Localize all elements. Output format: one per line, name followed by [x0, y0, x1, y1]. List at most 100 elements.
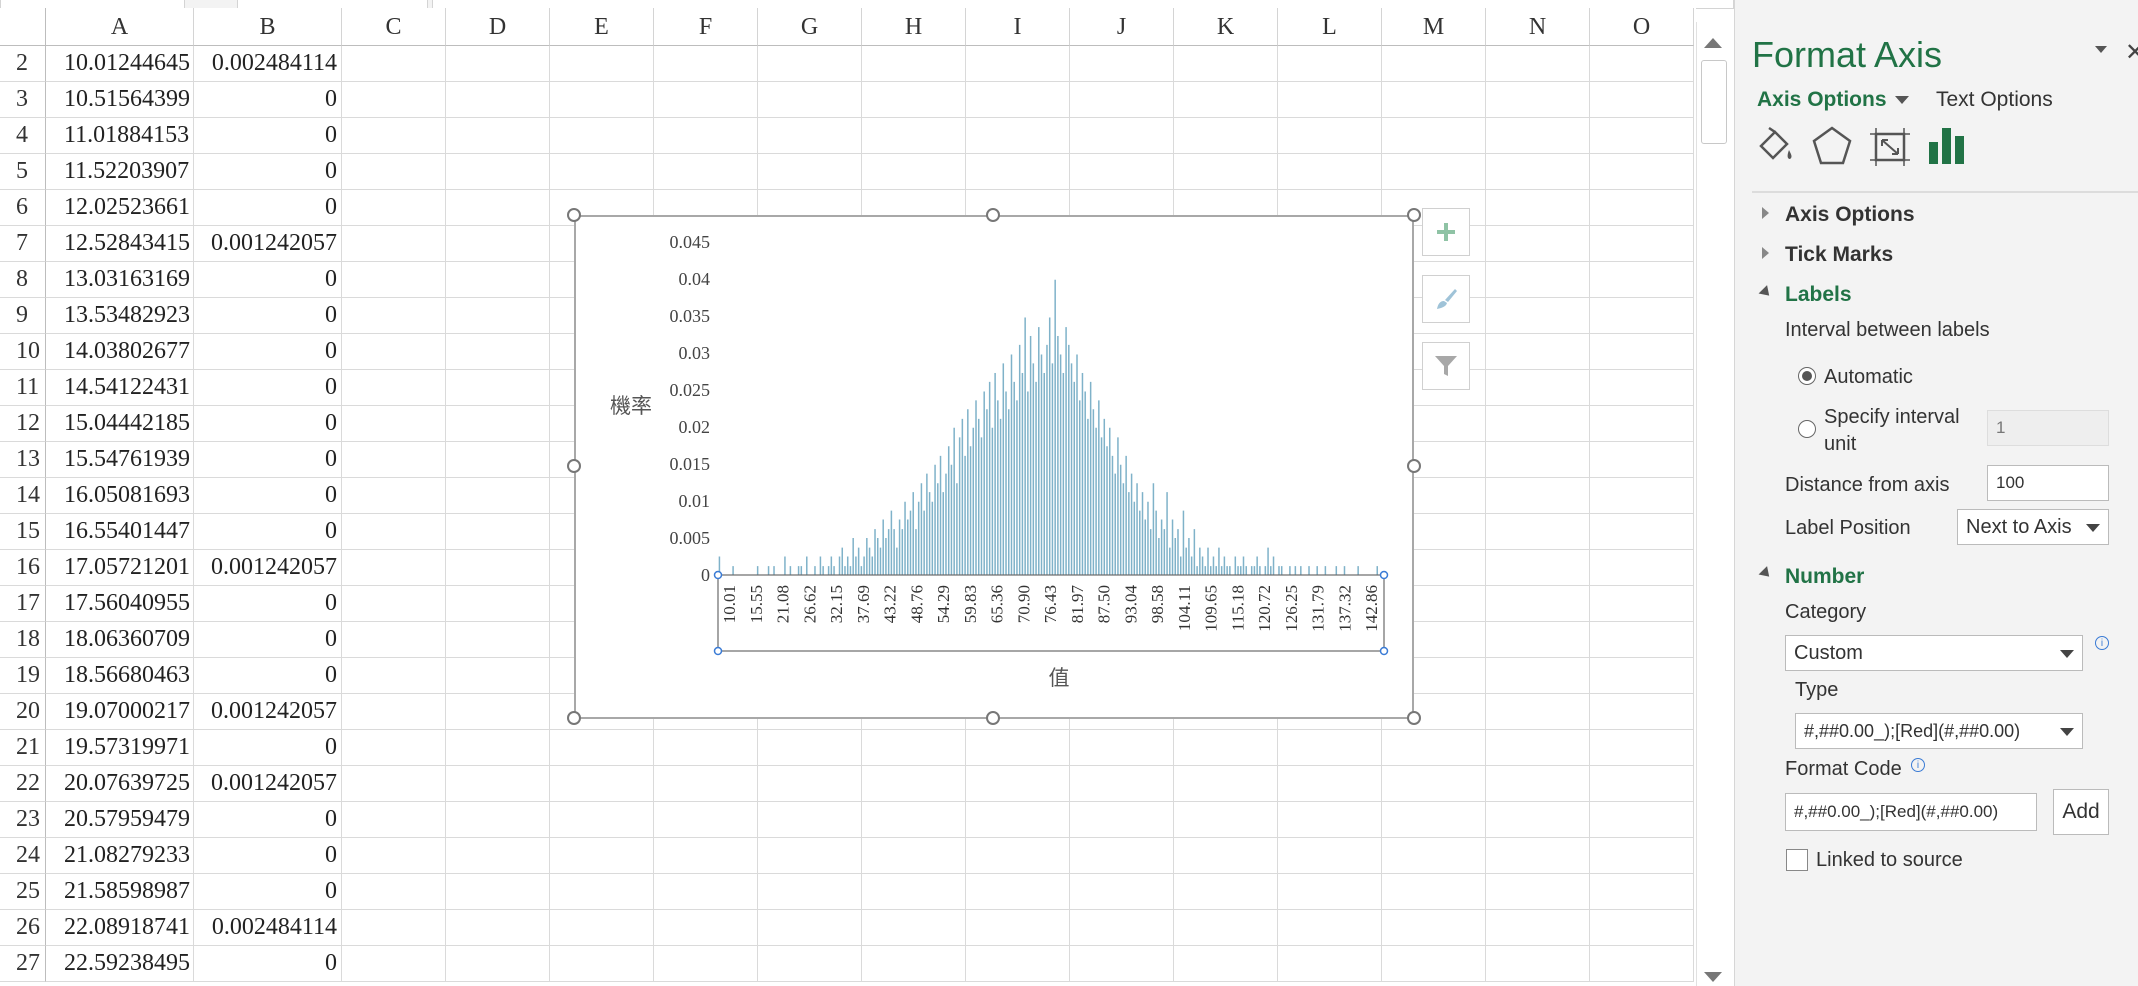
- histogram-bar[interactable]: [1199, 547, 1201, 575]
- histogram-bar[interactable]: [1029, 335, 1032, 575]
- cell[interactable]: [1590, 190, 1694, 226]
- histogram-bar[interactable]: [937, 483, 939, 575]
- cell[interactable]: [862, 46, 966, 82]
- histogram-bar[interactable]: [1059, 354, 1062, 575]
- histogram-bar[interactable]: [1155, 510, 1157, 575]
- histogram-bar[interactable]: [1237, 566, 1239, 575]
- cell[interactable]: [446, 370, 550, 406]
- column-header[interactable]: C: [342, 8, 446, 46]
- cell-a[interactable]: 16.05081693: [46, 478, 194, 514]
- cell[interactable]: [1590, 406, 1694, 442]
- specify-interval-unit-label[interactable]: unit: [1824, 433, 1857, 455]
- cell[interactable]: [862, 910, 966, 946]
- histogram-bar[interactable]: [967, 409, 969, 575]
- cell[interactable]: [342, 442, 446, 478]
- cell[interactable]: [446, 154, 550, 190]
- cell[interactable]: [654, 946, 758, 982]
- cell[interactable]: [758, 730, 862, 766]
- cell[interactable]: [1174, 874, 1278, 910]
- histogram-bar[interactable]: [1280, 566, 1283, 575]
- cell[interactable]: [1486, 154, 1590, 190]
- cell-b[interactable]: 0: [194, 406, 342, 442]
- histogram-bar[interactable]: [784, 556, 786, 576]
- histogram-bar[interactable]: [1117, 437, 1119, 575]
- cell[interactable]: [1070, 910, 1174, 946]
- histogram-bar[interactable]: [915, 529, 917, 575]
- cell[interactable]: [1382, 622, 1486, 658]
- cell[interactable]: [1382, 370, 1486, 406]
- cell[interactable]: [1070, 730, 1174, 766]
- histogram-bar[interactable]: [1300, 566, 1302, 575]
- fill-line-icon[interactable]: [1753, 124, 1797, 168]
- histogram-bar[interactable]: [1209, 566, 1212, 575]
- format-code-input[interactable]: #,##0.00_);[Red](#,##0.00): [1785, 793, 2037, 831]
- histogram-bar[interactable]: [1109, 427, 1111, 575]
- cell[interactable]: [1486, 478, 1590, 514]
- chart-handle-bottom-middle[interactable]: [986, 711, 1000, 725]
- x-axis-selection-handle[interactable]: [713, 570, 723, 580]
- chart-handle-bottom-left[interactable]: [567, 711, 581, 725]
- histogram-bar[interactable]: [1008, 409, 1010, 575]
- histogram-bar[interactable]: [1040, 354, 1043, 575]
- cell[interactable]: [1590, 802, 1694, 838]
- cell[interactable]: [1382, 838, 1486, 874]
- histogram-bar[interactable]: [1294, 566, 1297, 575]
- cell[interactable]: [654, 910, 758, 946]
- chart-handle-bottom-right[interactable]: [1407, 711, 1421, 725]
- cell[interactable]: [1486, 334, 1590, 370]
- row-header[interactable]: 19: [0, 658, 46, 694]
- cell[interactable]: [342, 838, 446, 874]
- histogram-bar[interactable]: [893, 529, 895, 575]
- histogram-bar[interactable]: [1267, 547, 1269, 575]
- cell[interactable]: [1590, 946, 1694, 982]
- cell[interactable]: [446, 82, 550, 118]
- histogram-bar[interactable]: [988, 381, 991, 575]
- histogram-bar[interactable]: [1207, 547, 1209, 575]
- histogram-bar[interactable]: [1185, 547, 1187, 575]
- cell[interactable]: [1486, 226, 1590, 262]
- cell[interactable]: [1590, 766, 1694, 802]
- cell[interactable]: [342, 730, 446, 766]
- column-header[interactable]: L: [1278, 8, 1382, 46]
- cell[interactable]: [342, 874, 446, 910]
- cell-a[interactable]: 21.58598987: [46, 874, 194, 910]
- row-header[interactable]: 14: [0, 478, 46, 514]
- cell[interactable]: [446, 190, 550, 226]
- cell[interactable]: [1278, 766, 1382, 802]
- cell[interactable]: [446, 802, 550, 838]
- row-header[interactable]: 27: [0, 946, 46, 982]
- histogram-bar[interactable]: [800, 566, 803, 575]
- pane-options-icon[interactable]: [2095, 46, 2107, 53]
- histogram-bar[interactable]: [961, 418, 964, 575]
- cell[interactable]: [1174, 910, 1278, 946]
- histogram-bar[interactable]: [1242, 556, 1245, 576]
- histogram-bar[interactable]: [871, 556, 874, 576]
- cell[interactable]: [1070, 82, 1174, 118]
- histogram-bar[interactable]: [1084, 391, 1086, 575]
- row-header[interactable]: 24: [0, 838, 46, 874]
- cell-a[interactable]: 10.51564399: [46, 82, 194, 118]
- cell[interactable]: [1070, 154, 1174, 190]
- cell[interactable]: [342, 118, 446, 154]
- cell-b[interactable]: 0: [194, 154, 342, 190]
- cell[interactable]: [1174, 82, 1278, 118]
- histogram-bar[interactable]: [1357, 566, 1359, 575]
- cell[interactable]: [1590, 514, 1694, 550]
- cell[interactable]: [1590, 298, 1694, 334]
- histogram-bar[interactable]: [1070, 363, 1073, 575]
- cell[interactable]: [446, 622, 550, 658]
- histogram-bar[interactable]: [950, 464, 953, 575]
- cell[interactable]: [758, 82, 862, 118]
- cell-a[interactable]: 20.07639725: [46, 766, 194, 802]
- cell[interactable]: [1382, 874, 1486, 910]
- histogram-bar[interactable]: [994, 372, 996, 575]
- cell[interactable]: [1590, 586, 1694, 622]
- specify-interval-radio[interactable]: [1798, 420, 1816, 438]
- histogram-bar[interactable]: [1139, 510, 1141, 575]
- cell[interactable]: [1590, 550, 1694, 586]
- section-tick-marks-expand-icon[interactable]: [1762, 247, 1769, 259]
- histogram-bar[interactable]: [1024, 317, 1026, 575]
- cell[interactable]: [446, 946, 550, 982]
- tab-text-options[interactable]: Text Options: [1936, 88, 2053, 111]
- cell[interactable]: [1486, 46, 1590, 82]
